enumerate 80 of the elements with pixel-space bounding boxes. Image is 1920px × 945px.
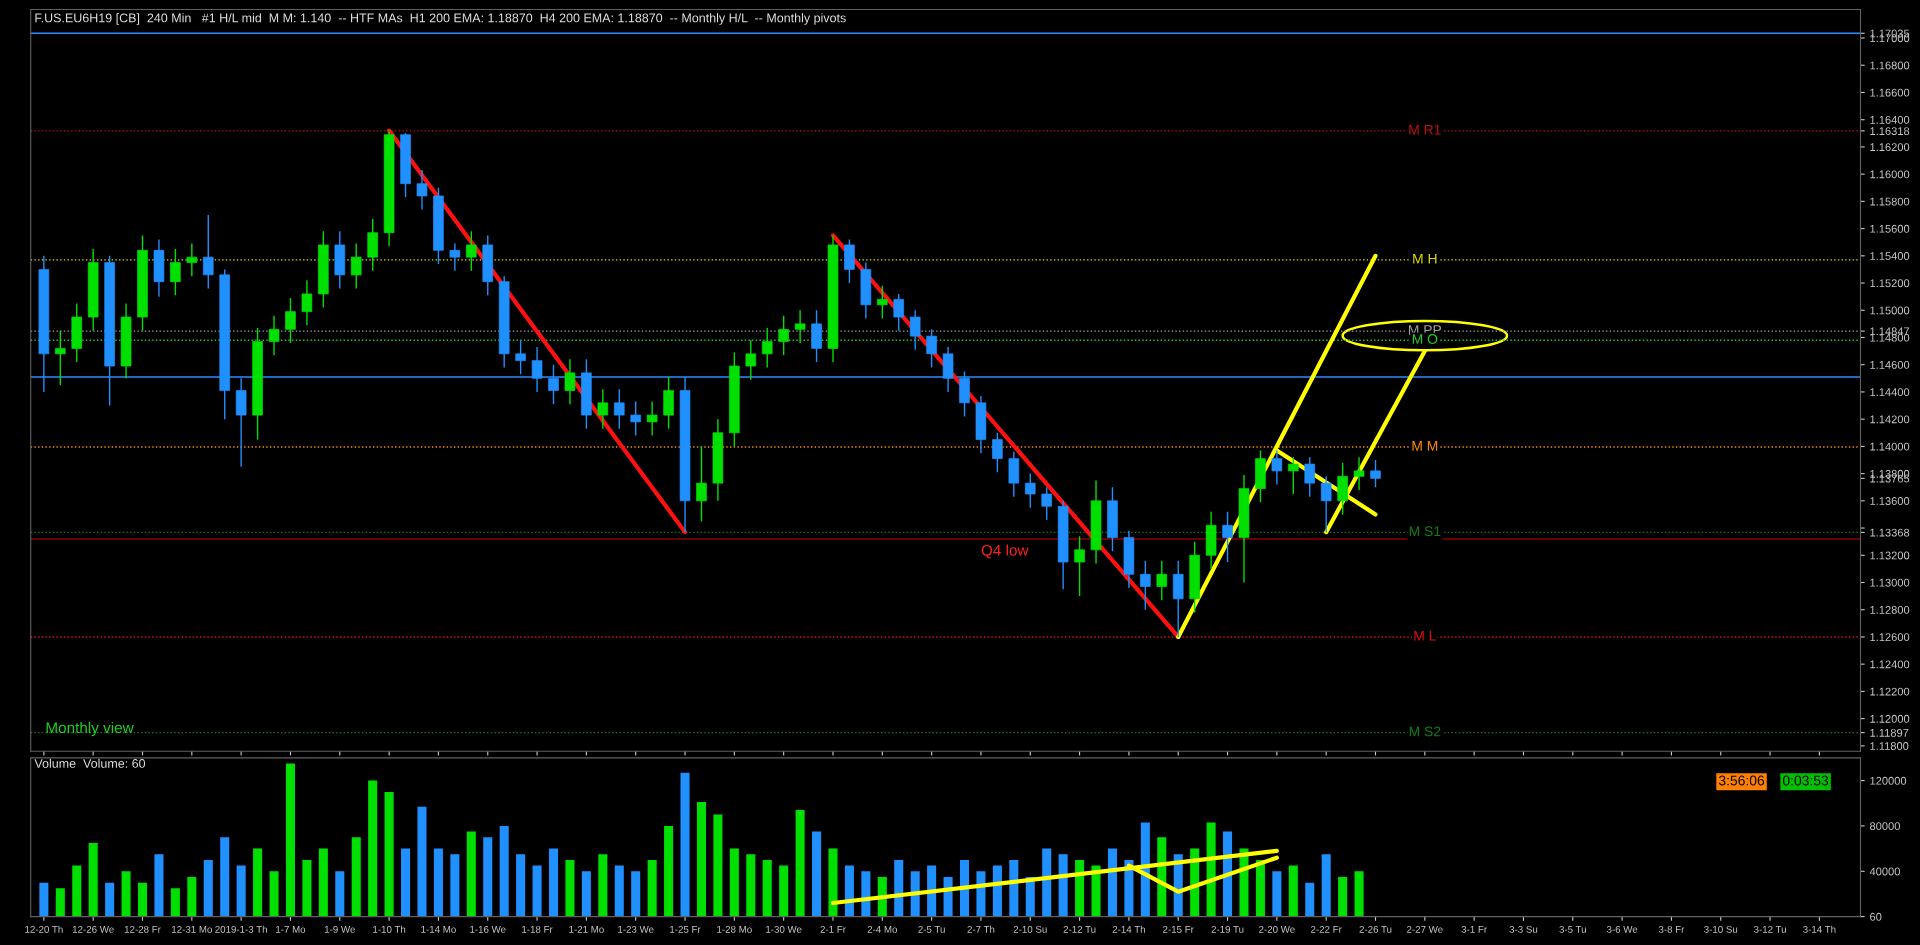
x-tick-label: 2-19 Tu (1211, 925, 1244, 933)
y-tick-label: 1.12600 (1870, 633, 1910, 642)
x-tick-label: 12-31 Mo (172, 925, 212, 933)
ref-line-label: M S1 (1409, 526, 1441, 537)
x-tick-label: 1-9 We (324, 925, 355, 933)
chart-title: F.US.EU6H19 [CB] 240 Min #1 H/L mid M M: 1.140 -- HTF MAs H1 200 EMA: 1.18870 H4 200 EMA: 1.18870 -- Monthly H/L -- Monthly pivots (35, 13, 846, 25)
x-tick-label: 1-21 Mo (569, 925, 604, 933)
y-tick-label: 80000 (1869, 822, 1900, 831)
y-tick-label: 1.16400 (1870, 115, 1910, 124)
x-tick-label: 2-20 We (1259, 925, 1295, 933)
x-tick-label: 1-30 We (766, 925, 802, 933)
x-tick-label: 2-26 Tu (1359, 925, 1392, 933)
y-tick-label: 1.12200 (1870, 687, 1910, 696)
x-tick-label: 2019-1-3 Th (215, 925, 267, 933)
x-tick-label: 2-10 Su (1013, 925, 1047, 933)
x-tick-label: 3-1 Fr (1461, 925, 1487, 933)
x-tick-label: 1-16 We (470, 925, 506, 933)
x-tick-label: 12-20 Th (25, 925, 63, 933)
y-tick-label: 1.14000 (1870, 442, 1910, 451)
x-tick-label: 1-23 We (618, 925, 654, 933)
annotation: Monthly view (46, 721, 134, 737)
annotation: 3:56:06 (1718, 775, 1765, 786)
y-tick-label: 1.15600 (1870, 224, 1910, 233)
x-tick-label: 3-14 Th (1803, 925, 1836, 933)
y-tick-label: 1.14200 (1870, 415, 1910, 424)
x-tick-label: 2-1 Fr (820, 925, 846, 933)
y-tick-label: 1.15400 (1870, 252, 1910, 260)
x-tick-label: 12-28 Fr (124, 925, 161, 933)
ref-line-label: M H (1413, 253, 1437, 264)
x-tick-label: 2-27 We (1407, 925, 1443, 933)
y-tick-label: 60 (1870, 912, 1882, 921)
x-tick-label: 2-14 Th (1112, 925, 1145, 933)
y-tick-label: 1.16600 (1870, 88, 1910, 97)
y-tick-label: 1.16800 (1870, 61, 1910, 70)
x-tick-label: 2-12 Tu (1063, 925, 1096, 933)
y-tick-label: 1.14400 (1870, 388, 1910, 397)
annotation: 0:03:53 (1782, 775, 1829, 786)
y-tick-label: 1.11800 (1870, 742, 1909, 750)
y-tick-label: 1.15800 (1870, 197, 1910, 206)
x-tick-label: 1-25 Fr (670, 925, 701, 933)
x-tick-label: 1-14 Mo (421, 926, 456, 933)
x-tick-label: 2-22 Fr (1311, 925, 1342, 933)
y-tick-label: 1.12000 (1870, 714, 1910, 723)
ref-line-label: M S2 (1409, 726, 1441, 737)
y-tick-label: 1.15200 (1870, 279, 1910, 288)
x-tick-label: 2-5 Tu (918, 925, 945, 933)
x-tick-label: 2-4 Mo (867, 925, 898, 933)
ref-line-label: M L (1414, 630, 1436, 641)
y-tick-label: 1.13368 (1870, 528, 1910, 537)
y-tick-label: 1.15000 (1870, 306, 1910, 315)
y-tick-label: 120000 (1870, 776, 1907, 785)
annotation: Q4 low (981, 544, 1029, 559)
x-tick-label: 2-15 Fr (1163, 925, 1194, 933)
x-tick-label: 3-8 Fr (1658, 925, 1685, 933)
y-tick-label: 1.13200 (1870, 551, 1910, 560)
y-tick-label: 40000 (1869, 867, 1900, 876)
y-tick-label: 1.12800 (1870, 605, 1910, 614)
y-tick-label: 1.12400 (1870, 660, 1910, 669)
x-tick-label: 3-6 We (1606, 925, 1638, 933)
y-tick-label: 1.16200 (1870, 143, 1910, 152)
ref-line-label: M O (1412, 334, 1438, 344)
y-tick-label: 1.16318 (1870, 127, 1910, 135)
x-tick-label: 1-7 Mo (276, 926, 306, 933)
y-tick-label: 1.13000 (1870, 578, 1910, 587)
x-tick-label: 1-10 Th (373, 925, 406, 933)
x-tick-label: 3-5 Tu (1559, 925, 1586, 933)
x-tick-label: 1-28 Mo (717, 925, 752, 933)
ref-line-label: M M (1412, 441, 1438, 451)
x-tick-label: 3-3 Su (1509, 925, 1538, 933)
x-tick-label: 3-12 Tu (1753, 925, 1786, 933)
x-tick-label: 12-26 We (72, 925, 114, 933)
x-tick-label: 2-7 Th (967, 925, 995, 933)
y-tick-label: 1.11897 (1870, 728, 1909, 737)
x-tick-label: 1-18 Fr (522, 925, 553, 933)
y-tick-label: 1.16000 (1870, 170, 1910, 179)
y-tick-label: 1.14600 (1870, 360, 1910, 369)
chart-title: Volume Volume: 60 (34, 758, 146, 768)
x-tick-label: 3-10 Su (1704, 925, 1738, 933)
ref-line-label: M R1 (1409, 124, 1441, 135)
y-tick-label: 1.13600 (1870, 497, 1910, 505)
